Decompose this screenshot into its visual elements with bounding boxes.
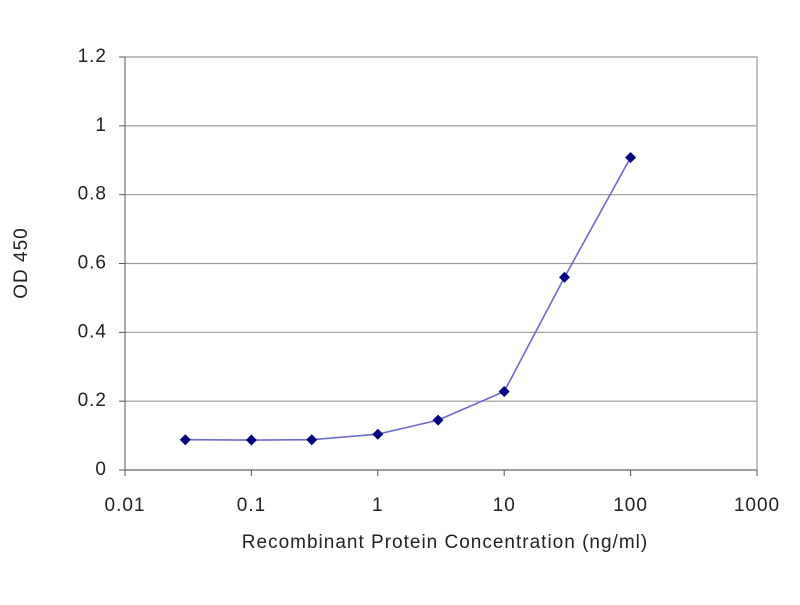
data-point — [372, 428, 384, 440]
data-point — [245, 434, 257, 446]
y-tick-label: 0.6 — [78, 253, 107, 274]
data-point — [306, 434, 318, 446]
y-tick-label: 1.2 — [78, 46, 107, 67]
x-tick-label: 1000 — [734, 495, 780, 516]
series-line — [185, 157, 632, 441]
y-tick-label: 0 — [95, 459, 107, 480]
y-tick-label: 0.4 — [78, 321, 107, 342]
data-point — [498, 386, 510, 398]
x-tick-label: 10 — [493, 495, 516, 516]
x-tick-label: 100 — [613, 495, 648, 516]
x-tick-label: 1 — [372, 495, 384, 516]
x-tick-label: 0.1 — [237, 495, 266, 516]
data-point — [559, 271, 571, 283]
x-tick-label: 0.01 — [105, 495, 146, 516]
y-tick-label: 0.2 — [78, 390, 107, 411]
y-tick-label: 0.8 — [78, 184, 107, 205]
y-tick-label: 1 — [95, 115, 107, 136]
x-axis-label: Recombinant Protein Concentration (ng/ml… — [242, 532, 648, 553]
y-axis-label: OD 450 — [11, 227, 32, 298]
data-point — [625, 151, 637, 163]
data-point — [432, 414, 444, 426]
data-point — [179, 434, 191, 446]
